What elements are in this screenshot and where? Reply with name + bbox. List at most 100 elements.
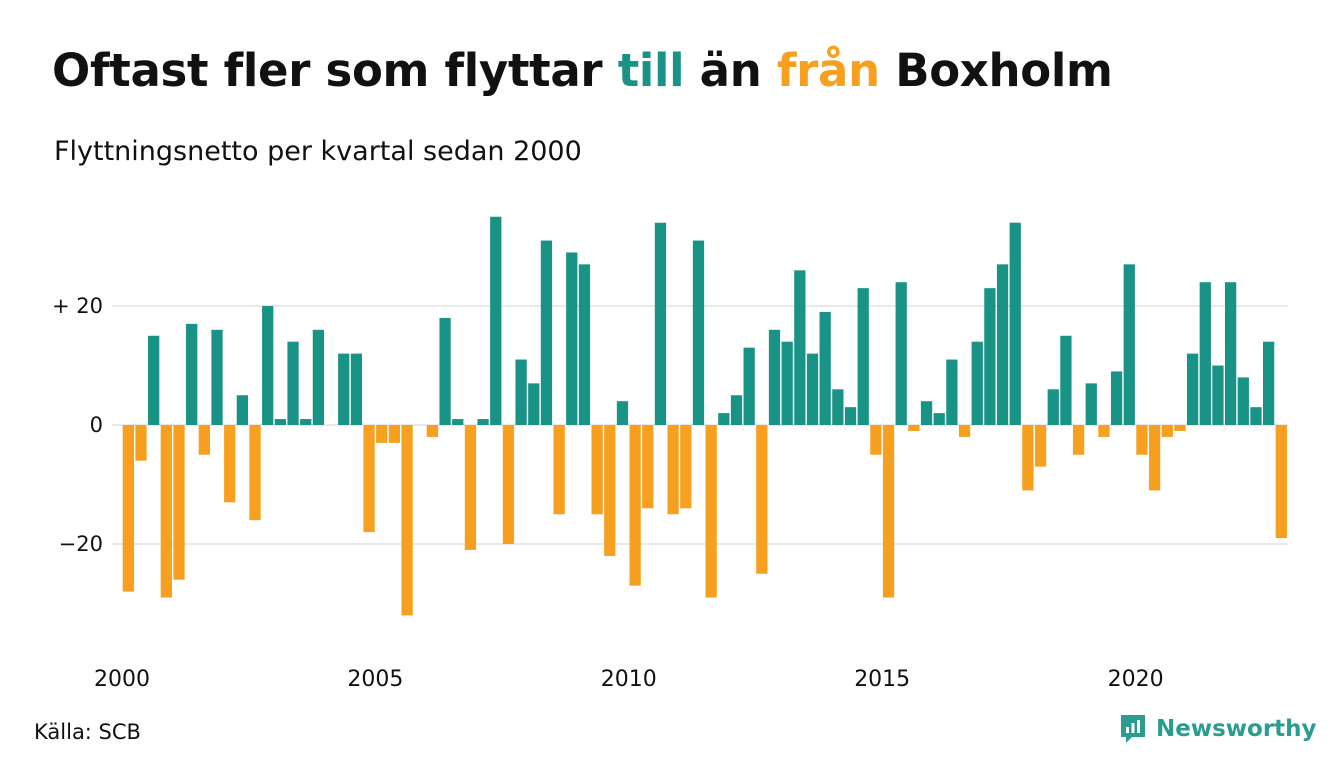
bar [502, 425, 515, 544]
bar [376, 425, 388, 443]
title-part: än [684, 44, 777, 97]
bar [1034, 425, 1047, 467]
bar [895, 282, 907, 425]
bar [1186, 353, 1199, 425]
bar [781, 341, 793, 425]
bar [249, 425, 261, 521]
bar [122, 425, 134, 592]
brand-logo: Newsworthy [1118, 712, 1317, 746]
bar [1085, 383, 1097, 425]
y-tick-label: + 20 [52, 294, 103, 318]
bar [870, 425, 882, 455]
bar [756, 425, 768, 574]
bar [1072, 425, 1085, 455]
bar [667, 425, 679, 515]
bar [629, 425, 641, 586]
source-note: Källa: SCB [34, 720, 141, 744]
bar [363, 425, 375, 533]
bar [515, 359, 527, 425]
bar [401, 425, 413, 616]
bar [806, 353, 819, 425]
bar [616, 401, 629, 425]
bar [148, 335, 160, 425]
bar [958, 425, 971, 437]
bar [388, 425, 401, 443]
bar [971, 341, 983, 425]
bar [832, 389, 844, 425]
bar [566, 252, 578, 425]
chart-title: Oftast fler som flyttar till än från Box… [52, 44, 1113, 97]
title-till-highlight: till [617, 44, 685, 97]
bar [1237, 377, 1249, 425]
bar [1022, 425, 1034, 491]
bar [262, 306, 274, 425]
bar [1060, 335, 1072, 425]
bar [654, 222, 667, 425]
bar [490, 216, 502, 425]
brand-name: Newsworthy [1156, 716, 1317, 742]
bar [844, 407, 857, 425]
bar [464, 425, 477, 550]
bar [160, 425, 172, 598]
bar [350, 353, 363, 425]
x-tick-label: 2010 [601, 667, 657, 692]
bar [186, 323, 198, 425]
title-fran-highlight: från [776, 44, 880, 97]
bar [1275, 425, 1287, 539]
bar [1009, 222, 1021, 425]
bar [1263, 341, 1275, 425]
bar [553, 425, 565, 515]
bar [1174, 425, 1186, 431]
bar [211, 329, 223, 425]
bar [198, 425, 210, 455]
bar [794, 270, 806, 425]
bar [236, 395, 248, 425]
bar [946, 359, 958, 425]
bar [1047, 389, 1059, 425]
bar [730, 395, 743, 425]
bar [692, 240, 705, 425]
bar [224, 425, 236, 503]
x-tick-label: 2015 [854, 667, 910, 692]
bar-chart: + 20 0 −20 2000 2005 2010 2015 2020 [52, 216, 1288, 692]
bar [743, 347, 755, 425]
bar [439, 317, 451, 425]
bar [642, 425, 654, 509]
bar [882, 425, 895, 598]
bar [452, 419, 464, 425]
bar [312, 329, 325, 425]
bar [1199, 282, 1211, 425]
x-axis: 2000 2005 2010 2015 2020 [94, 667, 1164, 692]
bar [528, 383, 540, 425]
bar [338, 353, 350, 425]
bar [705, 425, 717, 598]
bar [604, 425, 616, 556]
bar [819, 311, 831, 425]
bar [1136, 425, 1148, 455]
bar [1110, 371, 1123, 425]
bars [122, 216, 1287, 616]
y-tick-label: 0 [90, 413, 103, 437]
bar [300, 419, 312, 425]
bar [1224, 282, 1237, 425]
bar [768, 329, 781, 425]
chart-subtitle: Flyttningsnetto per kvartal sedan 2000 [54, 136, 582, 167]
bar [680, 425, 692, 509]
bar [591, 425, 603, 515]
title-part: Oftast fler som flyttar [52, 44, 618, 97]
y-axis: + 20 0 −20 [52, 294, 103, 556]
bar [984, 288, 996, 425]
bar [173, 425, 185, 580]
bar [578, 264, 591, 425]
bar [426, 425, 439, 437]
bar [1212, 365, 1224, 425]
bar [718, 413, 730, 425]
x-tick-label: 2005 [347, 667, 403, 692]
y-tick-label: −20 [59, 532, 103, 556]
bar [135, 425, 147, 461]
bar [908, 425, 920, 431]
bar [287, 341, 299, 425]
bar [996, 264, 1009, 425]
bar [1161, 425, 1173, 437]
bar [857, 288, 869, 425]
